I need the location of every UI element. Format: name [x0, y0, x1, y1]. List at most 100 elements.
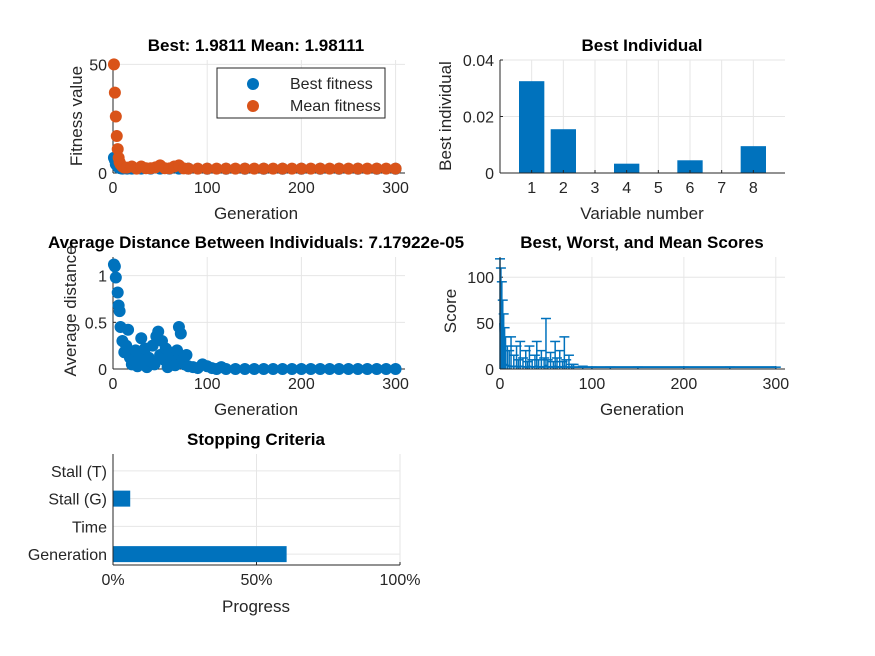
mean-fitness-point	[210, 162, 223, 175]
score-mean-line	[499, 323, 776, 369]
average-distance-xlabel: Generation	[214, 400, 298, 419]
best-individual-title: Best Individual	[582, 36, 703, 55]
average-distance-point	[152, 325, 165, 338]
mean-fitness-point	[229, 162, 242, 175]
mean-fitness-point	[351, 162, 364, 175]
average-distance-point	[248, 363, 261, 375]
average-distance-point	[314, 363, 327, 375]
stopping-criteria-bar	[113, 490, 131, 507]
mean-fitness-point	[295, 162, 308, 175]
best-individual-x-tick-label: 4	[622, 180, 631, 197]
mean-fitness-point	[323, 162, 336, 175]
average-distance-y-tick-label: 1	[98, 269, 107, 286]
best-individual-plot-area: 0 0.02 0.04 1 2 3 4 5 6 7 8	[463, 53, 785, 197]
mean-fitness-point	[111, 143, 124, 156]
fitness-legend-box	[216, 67, 386, 119]
stopping-criteria-xlabel: Progress	[222, 597, 290, 616]
average-distance-point	[135, 332, 148, 345]
stopping-criteria-x-tick-label: 100%	[380, 572, 421, 589]
scores-y-tick-label: 50	[476, 316, 494, 333]
average-distance-point	[389, 363, 402, 375]
mean-fitness-point	[182, 162, 195, 175]
average-distance-point	[148, 358, 161, 371]
best-individual-x-tick-label: 6	[686, 180, 695, 197]
scores-x-tick-label: 100	[579, 376, 606, 393]
average-distance-point	[351, 363, 364, 375]
best-individual-x-tick-label: 5	[654, 180, 663, 197]
scores-y-tick-label: 0	[485, 362, 494, 379]
average-distance-point	[180, 349, 193, 361]
average-distance-point	[276, 363, 289, 375]
mean-fitness-point	[108, 86, 121, 99]
fitness-legend: Best fitness Mean fitness	[216, 67, 386, 119]
best-individual-bar	[614, 163, 640, 173]
mean-fitness-point	[276, 162, 289, 175]
average-distance-x-tick-label: 300	[382, 376, 409, 393]
best-individual-x-tick-label: 2	[559, 180, 568, 197]
scores-plot-area: 0 50 100 0 100 200 300	[467, 257, 789, 393]
best-individual-y-tick-label: 0	[485, 166, 494, 183]
average-distance-point	[120, 339, 133, 352]
stopping-criteria-category-label: Generation	[28, 547, 107, 564]
average-distance-point	[113, 305, 126, 318]
average-distance-point	[220, 363, 233, 375]
best-individual-xlabel: Variable number	[580, 204, 704, 223]
fitness-x-tick-label: 200	[288, 180, 315, 197]
legend-mean-marker	[247, 100, 259, 112]
average-distance-point	[229, 363, 242, 375]
stopping-criteria-x-tick-label: 0%	[101, 572, 124, 589]
legend-best-marker	[247, 78, 259, 90]
fitness-ylabel: Fitness value	[67, 66, 86, 166]
average-distance-point	[267, 363, 280, 375]
average-distance-point	[285, 363, 298, 375]
stopping-criteria-category-label: Time	[72, 519, 107, 536]
average-distance-x-tick-label: 0	[109, 376, 118, 393]
scores-ylabel: Score	[441, 289, 460, 333]
mean-fitness-point	[361, 162, 374, 175]
fitness-y-tick-label: 0	[98, 166, 107, 183]
average-distance-point	[295, 363, 308, 375]
average-distance-plot-area: 0 0.5 1 0 100 200 300	[85, 257, 409, 393]
mean-fitness-point	[314, 162, 327, 175]
fitness-x-tick-label: 300	[382, 180, 409, 197]
average-distance-point	[304, 363, 317, 375]
average-distance-point	[108, 260, 121, 273]
mean-fitness-point	[191, 162, 204, 175]
average-distance-point	[109, 271, 122, 284]
mean-fitness-point	[109, 110, 122, 123]
mean-fitness-point	[238, 162, 251, 175]
fitness-x-tick-label: 100	[194, 180, 221, 197]
fitness-panel: Best: 1.9811 Mean: 1.98111 Generation Fi…	[67, 36, 409, 223]
mean-fitness-point	[248, 162, 261, 175]
scores-panel: Best, Worst, and Mean Scores Generation …	[441, 233, 789, 419]
mean-fitness-point	[342, 162, 355, 175]
average-distance-point	[333, 363, 346, 375]
stopping-criteria-x-tick-label: 50%	[240, 572, 272, 589]
average-distance-y-tick-label: 0	[98, 362, 107, 379]
mean-fitness-point	[107, 58, 120, 71]
average-distance-point	[122, 323, 135, 336]
average-distance-point	[257, 363, 270, 375]
average-distance-point	[238, 363, 251, 375]
scores-title: Best, Worst, and Mean Scores	[520, 233, 763, 252]
mean-fitness-point	[389, 162, 402, 175]
stopping-criteria-category-label: Stall (T)	[51, 464, 107, 481]
mean-fitness-point	[285, 162, 298, 175]
fitness-xlabel: Generation	[214, 204, 298, 223]
mean-fitness-point	[333, 162, 346, 175]
mean-fitness-point	[201, 162, 214, 175]
mean-fitness-point	[370, 162, 383, 175]
average-distance-point	[171, 344, 184, 357]
mean-fitness-point	[304, 162, 317, 175]
mean-fitness-point	[267, 162, 280, 175]
average-distance-point	[361, 363, 374, 375]
fitness-x-tick-label: 0	[109, 180, 118, 197]
scores-xlabel: Generation	[600, 400, 684, 419]
best-individual-x-tick-label: 3	[591, 180, 600, 197]
mean-fitness-point	[110, 130, 123, 143]
stopping-criteria-category-label: Stall (G)	[48, 492, 107, 509]
best-individual-bar	[677, 160, 703, 173]
scores-x-tick-label: 0	[496, 376, 505, 393]
average-distance-x-tick-label: 200	[288, 376, 315, 393]
